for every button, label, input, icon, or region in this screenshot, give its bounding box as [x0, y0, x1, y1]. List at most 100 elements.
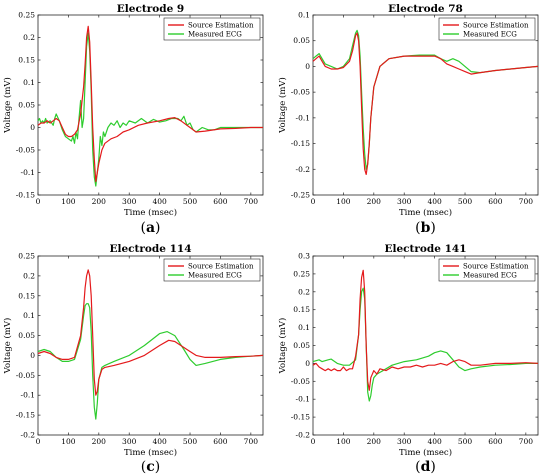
chart-title: Electrode 78: [388, 3, 463, 15]
x-tick-label: 200: [367, 197, 382, 206]
chart-title: Electrode 114: [109, 243, 191, 255]
y-tick-label: -0.15: [291, 139, 310, 148]
legend-label: Measured ECG: [188, 31, 242, 39]
x-tick-label: 700: [244, 437, 259, 446]
x-tick-label: 600: [488, 437, 503, 446]
y-axis-label: Voltage (mV): [2, 318, 13, 375]
x-tick-label: 400: [152, 437, 167, 446]
x-tick-label: 100: [61, 437, 76, 446]
legend-box: [163, 17, 261, 41]
y-tick-label: 0.1: [298, 11, 310, 20]
x-tick-label: 0: [311, 437, 316, 446]
legend-label: Source Estimation: [188, 22, 254, 30]
y-tick-label: 0.05: [293, 341, 310, 350]
y-tick-label: 0.15: [18, 56, 35, 65]
x-tick-label: 300: [122, 437, 137, 446]
y-tick-label: -0.15: [291, 413, 310, 422]
x-tick-label: 300: [397, 437, 412, 446]
y-tick-label: -0.2: [296, 165, 311, 174]
x-tick-label: 0: [36, 437, 41, 446]
legend-box: [163, 258, 261, 282]
chart-panel-c: Electrode 114 0 100 200 300 400 500 600 700 -0.2 -…: [2, 243, 264, 475]
chart-title: Electrode 141: [384, 243, 466, 255]
legend-label: Measured ECG: [188, 272, 242, 280]
legend-box: [438, 17, 536, 41]
y-tick-label: -0.1: [21, 168, 35, 177]
plot-area: [312, 14, 539, 196]
y-tick-label: -0.1: [296, 395, 310, 404]
legend-label: Measured ECG: [463, 272, 517, 280]
x-tick-label: 400: [427, 197, 442, 206]
legend-label: Source Estimation: [188, 263, 254, 271]
x-tick-label: 200: [367, 437, 382, 446]
y-tick-label: 0.1: [23, 311, 35, 320]
plot-area: [37, 14, 264, 196]
plot-area: [312, 255, 539, 436]
x-tick-label: 100: [336, 437, 351, 446]
y-tick-label: -0.05: [291, 377, 310, 386]
chart-panel-d: Electrode 141 0 100 200 300 400 500 600 700 -0.2 -…: [277, 243, 539, 475]
x-axis-label: Time (msec): [399, 447, 452, 458]
x-tick-label: 0: [36, 197, 41, 206]
panel-label: (b): [415, 220, 436, 236]
y-tick-label: 0.2: [298, 287, 310, 296]
y-tick-label: 0.25: [18, 11, 35, 20]
y-tick-label: -0.25: [291, 191, 310, 200]
x-tick-label: 400: [152, 197, 167, 206]
series-line-measured-ecg: [37, 303, 264, 420]
y-axis-label: Voltage (mV): [2, 77, 13, 134]
y-tick-label: -0.1: [296, 113, 310, 122]
y-tick-label: -0.2: [296, 431, 311, 440]
y-tick-label: 0.15: [293, 305, 310, 314]
x-tick-label: 200: [92, 197, 107, 206]
y-tick-label: 0.2: [23, 271, 35, 280]
series-line-source-estimation: [312, 269, 539, 391]
y-tick-label: 0: [30, 351, 35, 360]
chart-panel-b: Electrode 78 0 100 200 300 400 500 600 700 -0.25 -…: [277, 3, 539, 236]
y-tick-label: 0.1: [298, 323, 310, 332]
x-tick-label: 600: [488, 197, 503, 206]
series-line-source-estimation: [37, 25, 263, 183]
y-tick-label: 0.05: [18, 101, 35, 110]
x-axis-label: Time (msec): [124, 447, 177, 458]
series-line-measured-ecg: [312, 287, 538, 402]
x-tick-label: 300: [397, 197, 412, 206]
x-tick-label: 500: [458, 197, 473, 206]
y-tick-label: 0: [30, 123, 35, 132]
chart-title: Electrode 9: [117, 3, 184, 15]
x-tick-label: 600: [213, 437, 228, 446]
x-tick-label: 500: [183, 437, 198, 446]
x-tick-label: 700: [519, 197, 534, 206]
panel-label: (a): [140, 220, 160, 236]
chart-panel-a: Electrode 9 0 100 200 300 400 500 600 700 -0.15 -0…: [2, 3, 264, 236]
y-tick-label: -0.15: [16, 411, 35, 420]
y-tick-label: 0.15: [18, 291, 35, 300]
x-tick-label: 400: [427, 437, 442, 446]
series-line-source-estimation: [37, 269, 264, 396]
x-tick-label: 500: [458, 437, 473, 446]
plot-area: [37, 255, 264, 436]
x-tick-label: 0: [311, 197, 316, 206]
x-axis-label: Time (msec): [399, 207, 452, 218]
legend-label: Source Estimation: [463, 263, 529, 271]
y-tick-label: -0.2: [21, 431, 36, 440]
y-tick-label: 0: [305, 359, 310, 368]
y-tick-label: -0.1: [21, 391, 35, 400]
x-tick-label: 600: [213, 197, 228, 206]
y-tick-label: -0.15: [16, 191, 35, 200]
x-tick-label: 200: [92, 437, 107, 446]
panel-label: (c): [141, 459, 160, 475]
x-axis-label: Time (msec): [124, 207, 177, 218]
x-tick-label: 700: [519, 437, 534, 446]
y-tick-label: 0.05: [293, 36, 310, 45]
y-axis-label: Voltage (mV): [277, 318, 288, 375]
y-tick-label: 0.25: [18, 252, 35, 261]
y-tick-label: 0.05: [18, 331, 35, 340]
legend-label: Source Estimation: [463, 22, 529, 30]
y-tick-label: 0: [305, 62, 310, 71]
